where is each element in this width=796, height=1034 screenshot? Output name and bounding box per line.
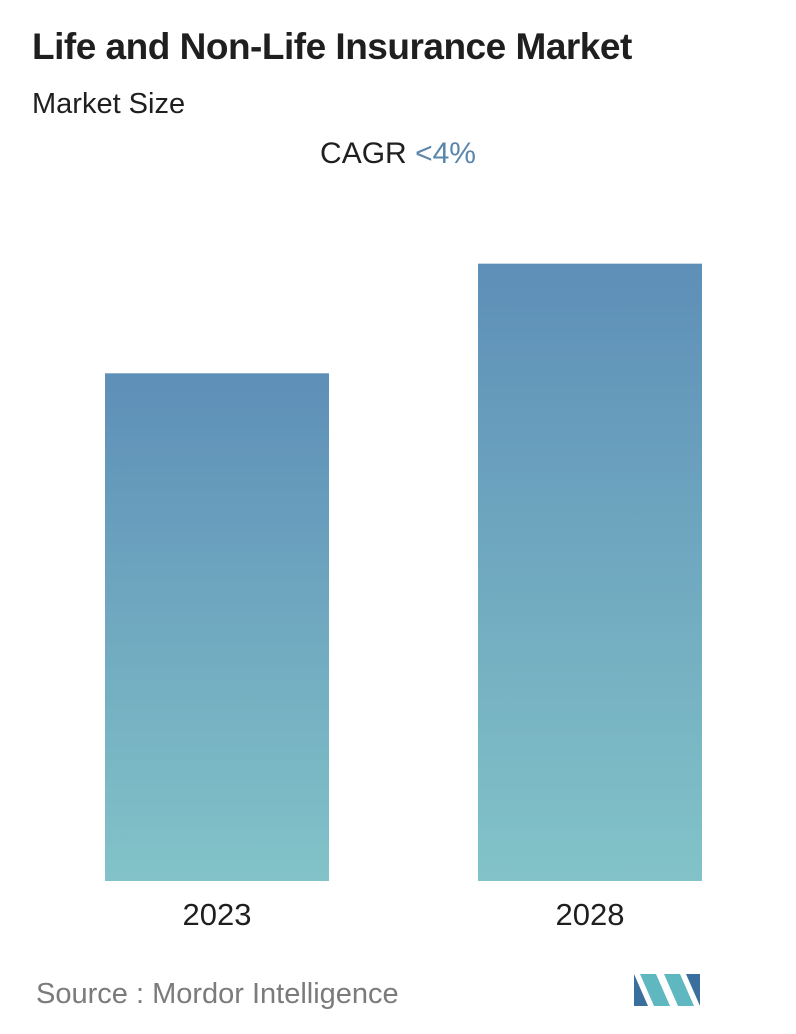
- bars-group: [105, 263, 702, 882]
- cagr-label: CAGR <4%: [0, 137, 796, 171]
- mordor-intelligence-logo-icon: [634, 974, 700, 1006]
- x-tick-labels: 2023 2028: [183, 897, 625, 932]
- cagr-text: CAGR: [320, 137, 407, 170]
- cagr-value: <4%: [415, 137, 476, 170]
- bar-chart: 2023 2028: [105, 263, 702, 932]
- x-tick-label-2028: 2028: [556, 897, 625, 932]
- source-line: Source : Mordor Intelligence: [36, 978, 399, 1011]
- source-label: Source :: [36, 978, 144, 1010]
- chart-subtitle: Market Size: [32, 88, 186, 120]
- bar-2023: [105, 373, 329, 881]
- chart-title: Life and Non-Life Insurance Market: [32, 26, 632, 67]
- source-name: Mordor Intelligence: [152, 978, 399, 1010]
- x-tick-label-2023: 2023: [183, 897, 252, 932]
- bar-2028: [478, 263, 702, 882]
